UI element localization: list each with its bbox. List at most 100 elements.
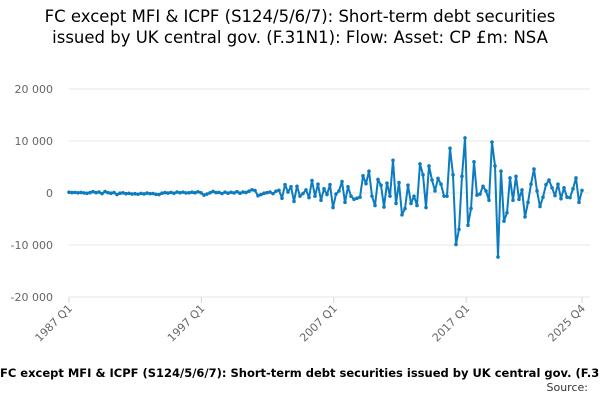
data-point[interactable] [379,183,383,187]
data-point[interactable] [91,189,95,194]
data-point[interactable] [391,158,395,163]
data-point[interactable] [496,255,500,259]
data-point[interactable] [541,195,545,199]
data-point[interactable] [412,194,416,198]
data-point[interactable] [97,190,101,194]
data-point[interactable] [130,192,134,196]
data-point[interactable] [202,193,206,197]
data-point[interactable] [451,173,455,177]
data-point[interactable] [574,176,578,180]
data-point[interactable] [520,188,524,192]
data-point[interactable] [163,190,167,195]
data-point[interactable] [115,192,119,197]
data-point[interactable] [127,191,131,196]
data-point[interactable] [502,219,506,223]
data-point[interactable] [394,201,398,206]
data-point[interactable] [190,190,194,195]
data-point[interactable] [328,182,332,187]
data-point[interactable] [556,182,560,186]
data-point[interactable] [247,189,251,194]
data-point[interactable] [535,189,539,193]
data-point[interactable] [253,188,257,193]
data-point[interactable] [547,178,551,182]
data-point[interactable] [349,194,353,198]
data-point[interactable] [256,193,260,198]
data-point[interactable] [352,197,356,202]
data-point[interactable] [490,140,494,144]
data-point[interactable] [148,191,152,196]
data-point[interactable] [424,205,428,210]
data-point[interactable] [436,176,440,181]
data-point[interactable] [151,191,155,196]
data-point[interactable] [343,200,347,205]
data-point[interactable] [124,191,128,196]
data-point[interactable] [505,210,509,215]
data-point[interactable] [346,184,350,189]
data-point[interactable] [427,164,431,168]
data-point[interactable] [316,182,320,186]
data-point[interactable] [166,191,170,195]
data-point[interactable] [154,192,158,197]
data-point[interactable] [292,199,296,204]
data-point[interactable] [79,190,83,195]
data-point[interactable] [73,190,77,195]
data-point[interactable] [88,190,92,195]
data-point[interactable] [355,196,359,200]
data-point[interactable] [235,189,239,194]
data-point[interactable] [259,192,263,197]
data-point[interactable] [157,192,161,197]
data-point[interactable] [397,180,401,185]
data-point[interactable] [460,174,464,179]
data-point[interactable] [268,190,272,194]
data-point[interactable] [229,190,233,195]
data-point[interactable] [85,191,89,196]
data-point[interactable] [544,182,548,187]
data-point[interactable] [205,192,209,196]
data-point[interactable] [313,194,317,198]
data-point[interactable] [403,206,407,211]
data-point[interactable] [280,196,284,200]
data-point[interactable] [400,213,404,217]
data-point[interactable] [241,190,245,194]
data-point[interactable] [232,191,236,195]
data-point[interactable] [562,186,566,190]
data-point[interactable] [388,194,392,198]
data-point[interactable] [139,191,143,196]
data-point[interactable] [550,186,554,190]
data-point[interactable] [172,191,176,196]
data-point[interactable] [271,191,275,196]
data-point[interactable] [511,198,515,203]
data-point[interactable] [310,178,314,183]
data-point[interactable] [508,176,512,180]
data-point[interactable] [430,178,434,182]
data-point[interactable] [580,188,584,193]
data-point[interactable] [367,169,371,173]
data-point[interactable] [208,190,212,195]
data-point[interactable] [325,192,329,197]
data-point[interactable] [322,187,326,191]
data-point[interactable] [109,191,113,196]
data-point[interactable] [385,181,389,185]
data-point[interactable] [571,187,575,191]
data-point[interactable] [193,191,197,195]
data-point[interactable] [559,196,563,201]
data-point[interactable] [334,192,338,196]
data-point[interactable] [214,190,218,195]
data-point[interactable] [175,190,179,194]
data-point[interactable] [484,189,488,193]
data-point[interactable] [283,182,287,187]
data-point[interactable] [133,191,137,196]
data-point[interactable] [220,191,224,196]
data-point[interactable] [187,190,191,195]
data-point[interactable] [565,195,569,199]
data-point[interactable] [196,189,200,194]
data-point[interactable] [538,204,542,209]
data-point[interactable] [466,223,470,228]
data-point[interactable] [331,205,335,210]
data-point[interactable] [223,190,227,194]
data-point[interactable] [340,179,344,184]
data-point[interactable] [289,184,293,189]
data-point[interactable] [262,191,266,196]
data-point[interactable] [478,192,482,196]
data-point[interactable] [103,189,107,194]
